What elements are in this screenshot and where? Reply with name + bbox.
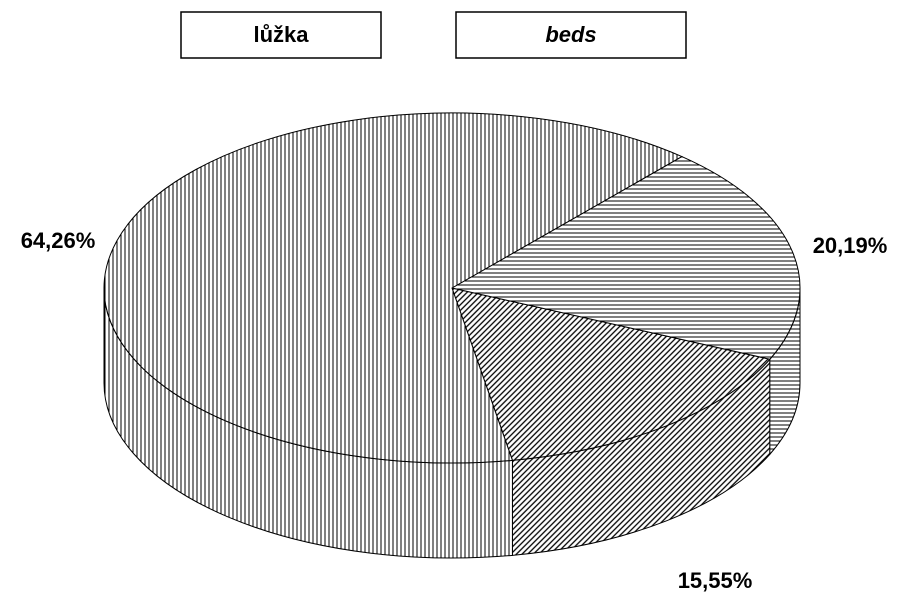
data-label: 64,26% (21, 228, 96, 253)
chart-title: lůžka (253, 22, 309, 47)
title-box (180, 11, 382, 59)
pie-slice (450, 156, 801, 360)
data-label: 15,55% (678, 568, 753, 593)
pie-slice (103, 112, 683, 464)
data-label: 20,19% (813, 233, 888, 258)
chart-subtitle: beds (545, 22, 596, 47)
pie-slice (451, 287, 771, 461)
subtitle-box (455, 11, 687, 59)
